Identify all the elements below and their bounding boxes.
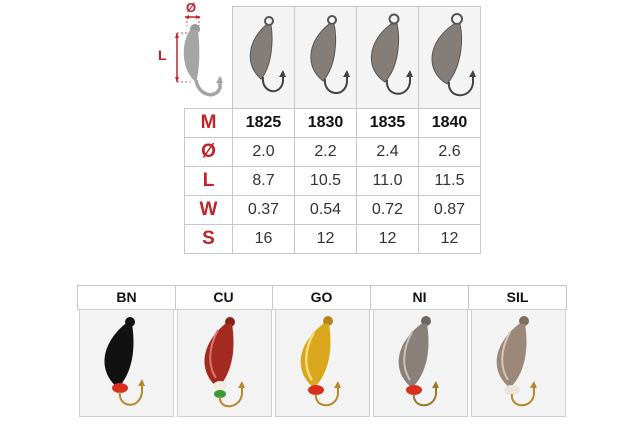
row-header-diameter: Ø — [184, 137, 233, 167]
table-cell: 16 — [232, 224, 295, 254]
table-cell: 2.4 — [356, 137, 419, 167]
row-header-weight: W — [184, 195, 233, 225]
jig-image-1830 — [294, 6, 357, 109]
finish-image — [275, 309, 370, 417]
finish-go: GO — [273, 285, 371, 417]
finish-bn: BN — [77, 285, 176, 417]
jig-icon — [310, 15, 350, 94]
row-header-model: M — [184, 108, 233, 138]
jig-icon — [104, 317, 145, 406]
finish-image — [79, 309, 174, 417]
spec-table: M 1825 1830 1835 1840 Ø 2.0 2.2 2.4 2.6 … — [184, 6, 481, 254]
table-cell: 2.6 — [418, 137, 481, 167]
model-cell: 1840 — [418, 108, 481, 138]
jig-icon — [431, 13, 476, 97]
jig-image-1840 — [418, 6, 481, 109]
table-cell: 11.0 — [356, 166, 419, 196]
table-cell: 2.2 — [294, 137, 357, 167]
jig-icon — [204, 317, 245, 408]
jig-icon — [300, 316, 341, 407]
table-cell: 12 — [356, 224, 419, 254]
finish-image — [177, 309, 272, 417]
jig-icon — [370, 13, 413, 95]
table-cell: 0.87 — [418, 195, 481, 225]
table-cell: 8.7 — [232, 166, 295, 196]
finish-image — [373, 309, 468, 417]
finish-ni: NI — [371, 285, 469, 417]
color-finishes: BN CU GO — [77, 285, 567, 417]
finish-sil: SIL — [469, 285, 567, 417]
diameter-label: Ø — [186, 0, 196, 15]
finish-label: CU — [175, 285, 273, 310]
model-cell: 1830 — [294, 108, 357, 138]
jig-icon — [398, 316, 439, 407]
table-cell: 0.37 — [232, 195, 295, 225]
table-cell: 11.5 — [418, 166, 481, 196]
table-cell: 0.54 — [294, 195, 357, 225]
finish-cu: CU — [175, 285, 273, 417]
table-cell: 10.5 — [294, 166, 357, 196]
jig-icon — [249, 16, 286, 92]
table-cell: 12 — [418, 224, 481, 254]
table-cell: 12 — [294, 224, 357, 254]
finish-image — [471, 309, 566, 417]
finish-label: NI — [371, 285, 469, 310]
row-header-size: S — [184, 224, 233, 254]
jig-image-1825 — [232, 6, 295, 109]
table-cell: 2.0 — [232, 137, 295, 167]
row-header-length: L — [184, 166, 233, 196]
jig-icon — [496, 316, 537, 407]
table-cell: 0.72 — [356, 195, 419, 225]
length-label: L — [158, 47, 167, 63]
finish-label: BN — [77, 285, 176, 310]
finish-label: SIL — [469, 285, 567, 310]
model-cell: 1835 — [356, 108, 419, 138]
finish-label: GO — [273, 285, 371, 310]
model-cell: 1825 — [232, 108, 295, 138]
jig-image-1835 — [356, 6, 419, 109]
dimension-diagram: Ø L — [158, 0, 223, 97]
